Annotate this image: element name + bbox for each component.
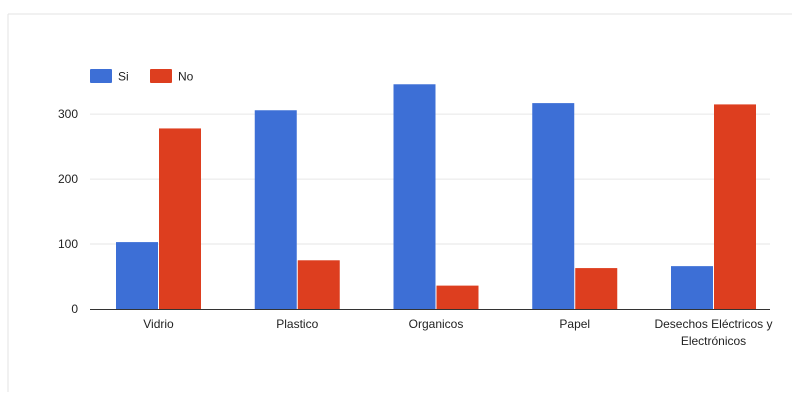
bars [116,84,756,310]
legend-swatch-si [90,69,112,83]
legend-label-si: Si [118,70,129,84]
legend-item-no[interactable]: No [150,69,194,84]
bar-desechos-si[interactable] [671,266,713,309]
bar-vidrio-si[interactable] [116,242,158,309]
x-category-label-line: Electrónicos [681,334,746,348]
x-category-label-line: Desechos Eléctricos y [654,317,772,331]
legend-label-no: No [178,70,194,84]
bar-papel-no[interactable] [575,268,618,309]
legend-swatch-no [150,69,172,83]
bar-papel-si[interactable] [532,103,575,310]
bar-organicos-no[interactable] [436,285,479,309]
x-category-label-line: Papel [559,317,590,331]
x-category-label-line: Plastico [276,317,318,331]
x-category-label: Papel [559,317,590,331]
x-category-label: Vidrio [143,317,174,331]
legend: Si No [90,69,194,84]
x-category-label: Plastico [276,317,318,331]
y-tick-label: 300 [58,107,78,121]
y-tick-label: 200 [58,172,78,186]
x-category-label-line: Organicos [409,317,464,331]
y-tick-label: 0 [71,302,78,316]
x-category-label: Desechos Eléctricos y Electrónicos [654,317,772,348]
bar-plastico-no[interactable] [297,260,340,309]
y-tick-label: 100 [58,237,78,251]
bar-desechos-no[interactable] [714,104,756,309]
legend-item-si[interactable]: Si [90,69,129,84]
x-category-label-line: Vidrio [143,317,174,331]
bar-plastico-si[interactable] [254,110,297,310]
bar-vidrio-no[interactable] [159,128,201,309]
y-axis-ticks: 0 100 200 300 [58,107,78,316]
bar-organicos-si[interactable] [393,84,436,309]
x-category-label: Organicos [409,317,464,331]
x-axis-category-labels: Vidrio Plastico Organicos Papel Desechos Elé… [143,317,772,348]
